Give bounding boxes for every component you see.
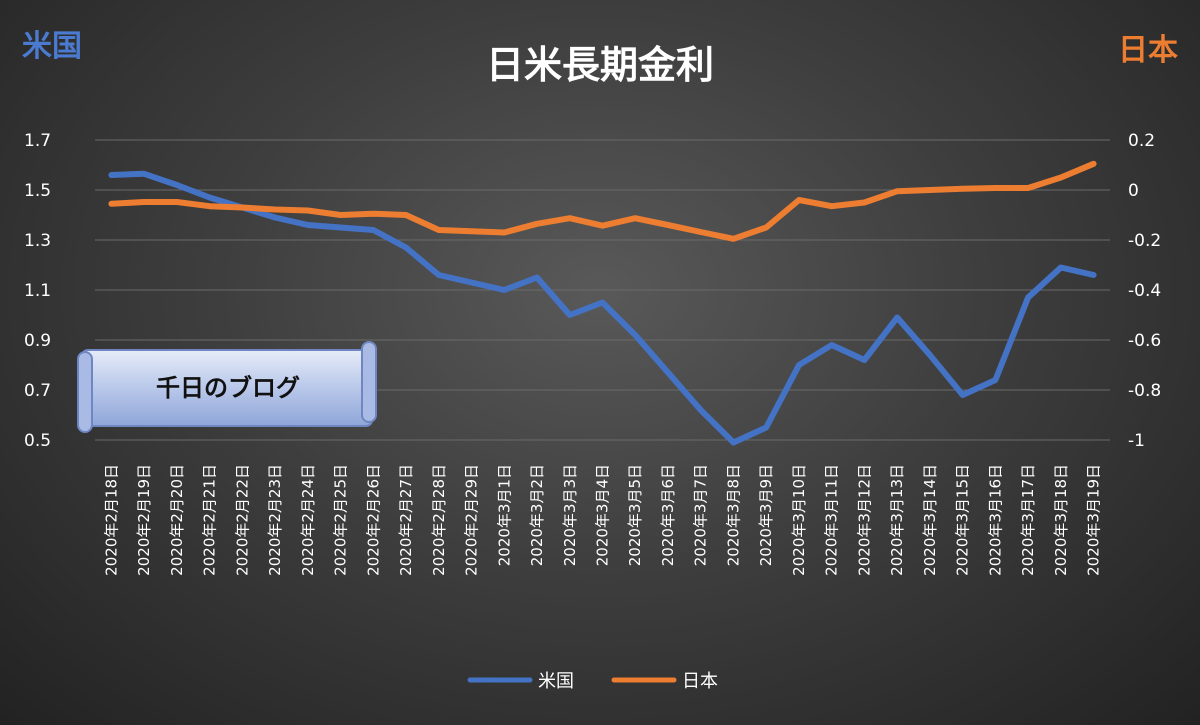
right-tick-label: -0.2 [1128, 231, 1161, 251]
right-tick-label: -0.4 [1128, 281, 1161, 301]
x-tick-label: 2020年3月10日 [790, 464, 808, 576]
x-tick-label: 2020年2月21日 [201, 464, 219, 576]
x-tick-label: 2020年3月13日 [888, 464, 906, 576]
x-tick-label: 2020年2月20日 [168, 464, 186, 576]
right-axis-ticks: -1 -0.8 -0.6 -0.4 -0.2 0 0.2 [1128, 131, 1161, 451]
series-line-us [108, 170, 1097, 446]
x-axis-ticks: 2020年2月18日 2020年2月19日 2020年2月20日 2020年2月21日… [102, 464, 1102, 576]
left-tick-label: 1.7 [24, 131, 51, 151]
left-tick-label: 0.7 [24, 381, 51, 401]
legend: 米国 日本 [467, 671, 718, 692]
x-tick-label: 2020年3月3日 [561, 464, 579, 566]
x-tick-label: 2020年3月16日 [986, 464, 1004, 576]
left-axis-title: 米国 [22, 29, 82, 64]
x-tick-label: 2020年3月12日 [855, 464, 873, 576]
legend-label-jp: 日本 [682, 671, 718, 692]
blog-banner: 千日のブログ [77, 341, 377, 433]
x-tick-label: 2020年3月11日 [823, 464, 841, 576]
x-tick-label: 2020年2月29日 [463, 464, 481, 576]
chart-title: 日米長期金利 [486, 43, 714, 87]
x-tick-label: 2020年3月17日 [1019, 464, 1037, 576]
x-tick-label: 2020年3月8日 [724, 464, 742, 566]
x-tick-label: 2020年2月22日 [233, 464, 251, 576]
right-tick-label: -0.8 [1128, 381, 1161, 401]
x-tick-label: 2020年2月18日 [102, 464, 120, 576]
right-tick-label: 0.2 [1128, 131, 1155, 151]
right-tick-label: -0.6 [1128, 331, 1161, 351]
x-tick-label: 2020年2月24日 [299, 464, 317, 576]
x-tick-label: 2020年3月14日 [921, 464, 939, 576]
x-tick-label: 2020年2月25日 [332, 464, 350, 576]
x-tick-label: 2020年3月5日 [626, 464, 644, 566]
legend-label-us: 米国 [538, 671, 574, 692]
x-tick-label: 2020年2月27日 [397, 464, 415, 576]
x-tick-label: 2020年3月6日 [659, 464, 677, 566]
left-tick-label: 0.5 [24, 431, 51, 451]
x-tick-label: 2020年2月23日 [266, 464, 284, 576]
x-tick-label: 2020年3月9日 [757, 464, 775, 566]
x-tick-label: 2020年2月19日 [135, 464, 153, 576]
x-tick-label: 2020年3月1日 [495, 464, 513, 566]
series-line-jp [108, 160, 1097, 242]
x-tick-label: 2020年3月18日 [1052, 464, 1070, 576]
banner-text: 千日のブログ [156, 374, 300, 402]
x-tick-label: 2020年3月2日 [528, 464, 546, 566]
x-tick-label: 2020年3月4日 [594, 464, 612, 566]
x-tick-label: 2020年2月26日 [364, 464, 382, 576]
left-axis-ticks: 0.5 0.7 0.9 1.1 1.3 1.5 1.7 [24, 131, 51, 451]
left-tick-label: 1.5 [24, 181, 51, 201]
left-tick-label: 1.3 [24, 231, 51, 251]
x-tick-label: 2020年3月19日 [1085, 464, 1103, 576]
x-tick-label: 2020年2月28日 [430, 464, 448, 576]
left-tick-label: 0.9 [24, 331, 51, 351]
right-tick-label: 0 [1128, 181, 1139, 201]
series-lines [108, 160, 1097, 446]
left-tick-label: 1.1 [24, 281, 51, 301]
right-tick-label: -1 [1128, 431, 1145, 451]
x-tick-label: 2020年3月15日 [954, 464, 972, 576]
x-tick-label: 2020年3月7日 [692, 464, 710, 566]
right-axis-title: 日本 [1118, 33, 1178, 68]
